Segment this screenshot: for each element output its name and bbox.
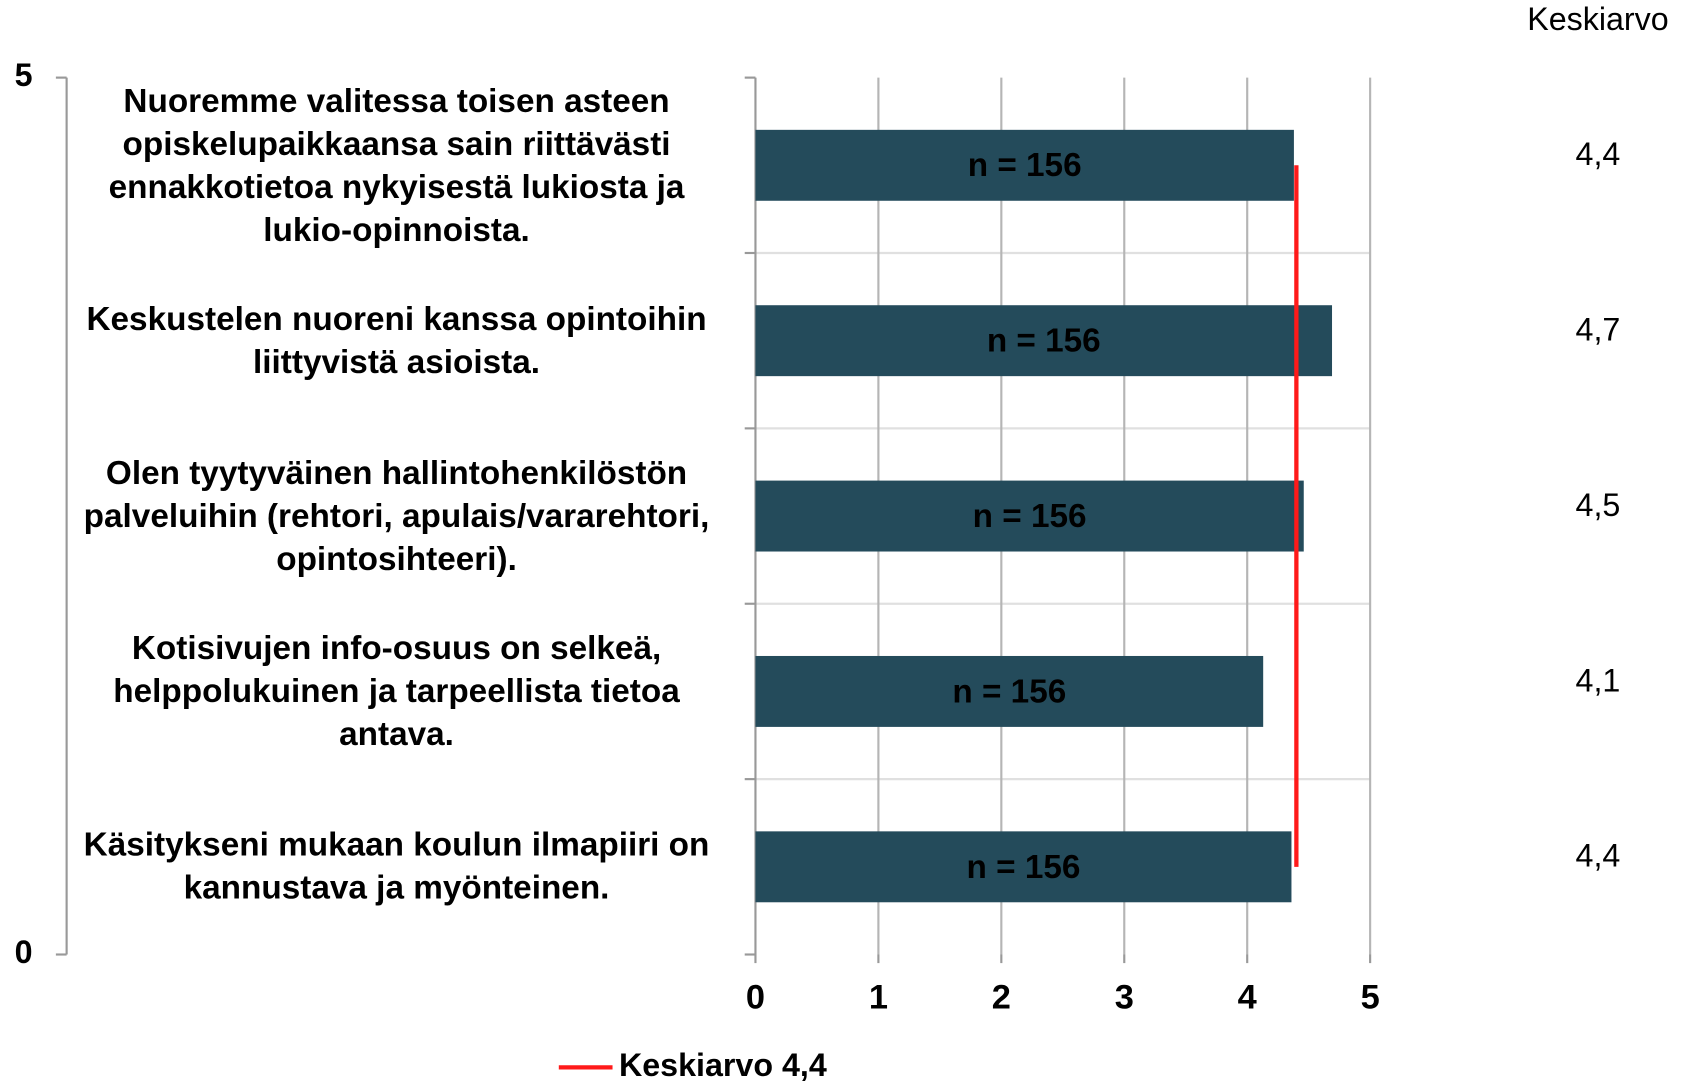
x-tick-label: 0 bbox=[746, 979, 765, 1017]
category-label-box: Käsitykseni mukaan koulun ilmapiiri on k… bbox=[83, 825, 710, 907]
bar-label: n = 156 bbox=[952, 673, 1066, 710]
bar-label: n = 156 bbox=[968, 147, 1082, 184]
x-tick-label: 5 bbox=[1361, 979, 1380, 1017]
bar bbox=[755, 655, 1264, 727]
value-label: 4,1 bbox=[1576, 662, 1621, 698]
category-label-box: Keskustelen nuoreni kanssa opintoihin li… bbox=[86, 299, 707, 381]
x-tick-label: 3 bbox=[1115, 979, 1134, 1017]
y2-tick-label: 5 bbox=[15, 57, 33, 93]
bar bbox=[755, 129, 1294, 201]
category-label-box: Nuoremme valitessa toisen asteen opiskel… bbox=[108, 81, 685, 249]
category-label: Keskustelen nuoreni kanssa opintoihin li… bbox=[86, 299, 707, 381]
x-tick-label: 2 bbox=[992, 979, 1011, 1017]
legend-label: Keskiarvo 4,4 bbox=[619, 1047, 827, 1083]
bar bbox=[755, 305, 1333, 377]
bar-label: n = 156 bbox=[967, 849, 1081, 886]
category-label: Nuoremme valitessa toisen asteen opiskel… bbox=[108, 81, 685, 249]
value-label: 4,4 bbox=[1576, 136, 1621, 172]
x-tick-label: 4 bbox=[1238, 979, 1257, 1017]
value-label: 4,5 bbox=[1576, 487, 1621, 523]
value-labels-header: Keskiarvo bbox=[1527, 1, 1668, 37]
x-tick-label: 1 bbox=[869, 979, 888, 1017]
bar bbox=[755, 831, 1292, 903]
value-label: 4,7 bbox=[1576, 312, 1621, 348]
category-label-box: Kotisivujen info-osuus on selkeä, helppo… bbox=[113, 629, 680, 753]
bar-label: n = 156 bbox=[973, 498, 1087, 535]
value-label: 4,4 bbox=[1576, 838, 1621, 874]
bar bbox=[755, 480, 1304, 552]
category-label: Käsitykseni mukaan koulun ilmapiiri on k… bbox=[83, 825, 710, 907]
category-label-box: Olen tyytyväinen hallintohenkilöstön pal… bbox=[83, 453, 710, 578]
category-label: Olen tyytyväinen hallintohenkilöstön pal… bbox=[83, 453, 710, 578]
category-label: Kotisivujen info-osuus on selkeä, helppo… bbox=[113, 629, 680, 753]
bar-label: n = 156 bbox=[987, 323, 1101, 360]
y2-tick-label: 0 bbox=[15, 934, 33, 970]
